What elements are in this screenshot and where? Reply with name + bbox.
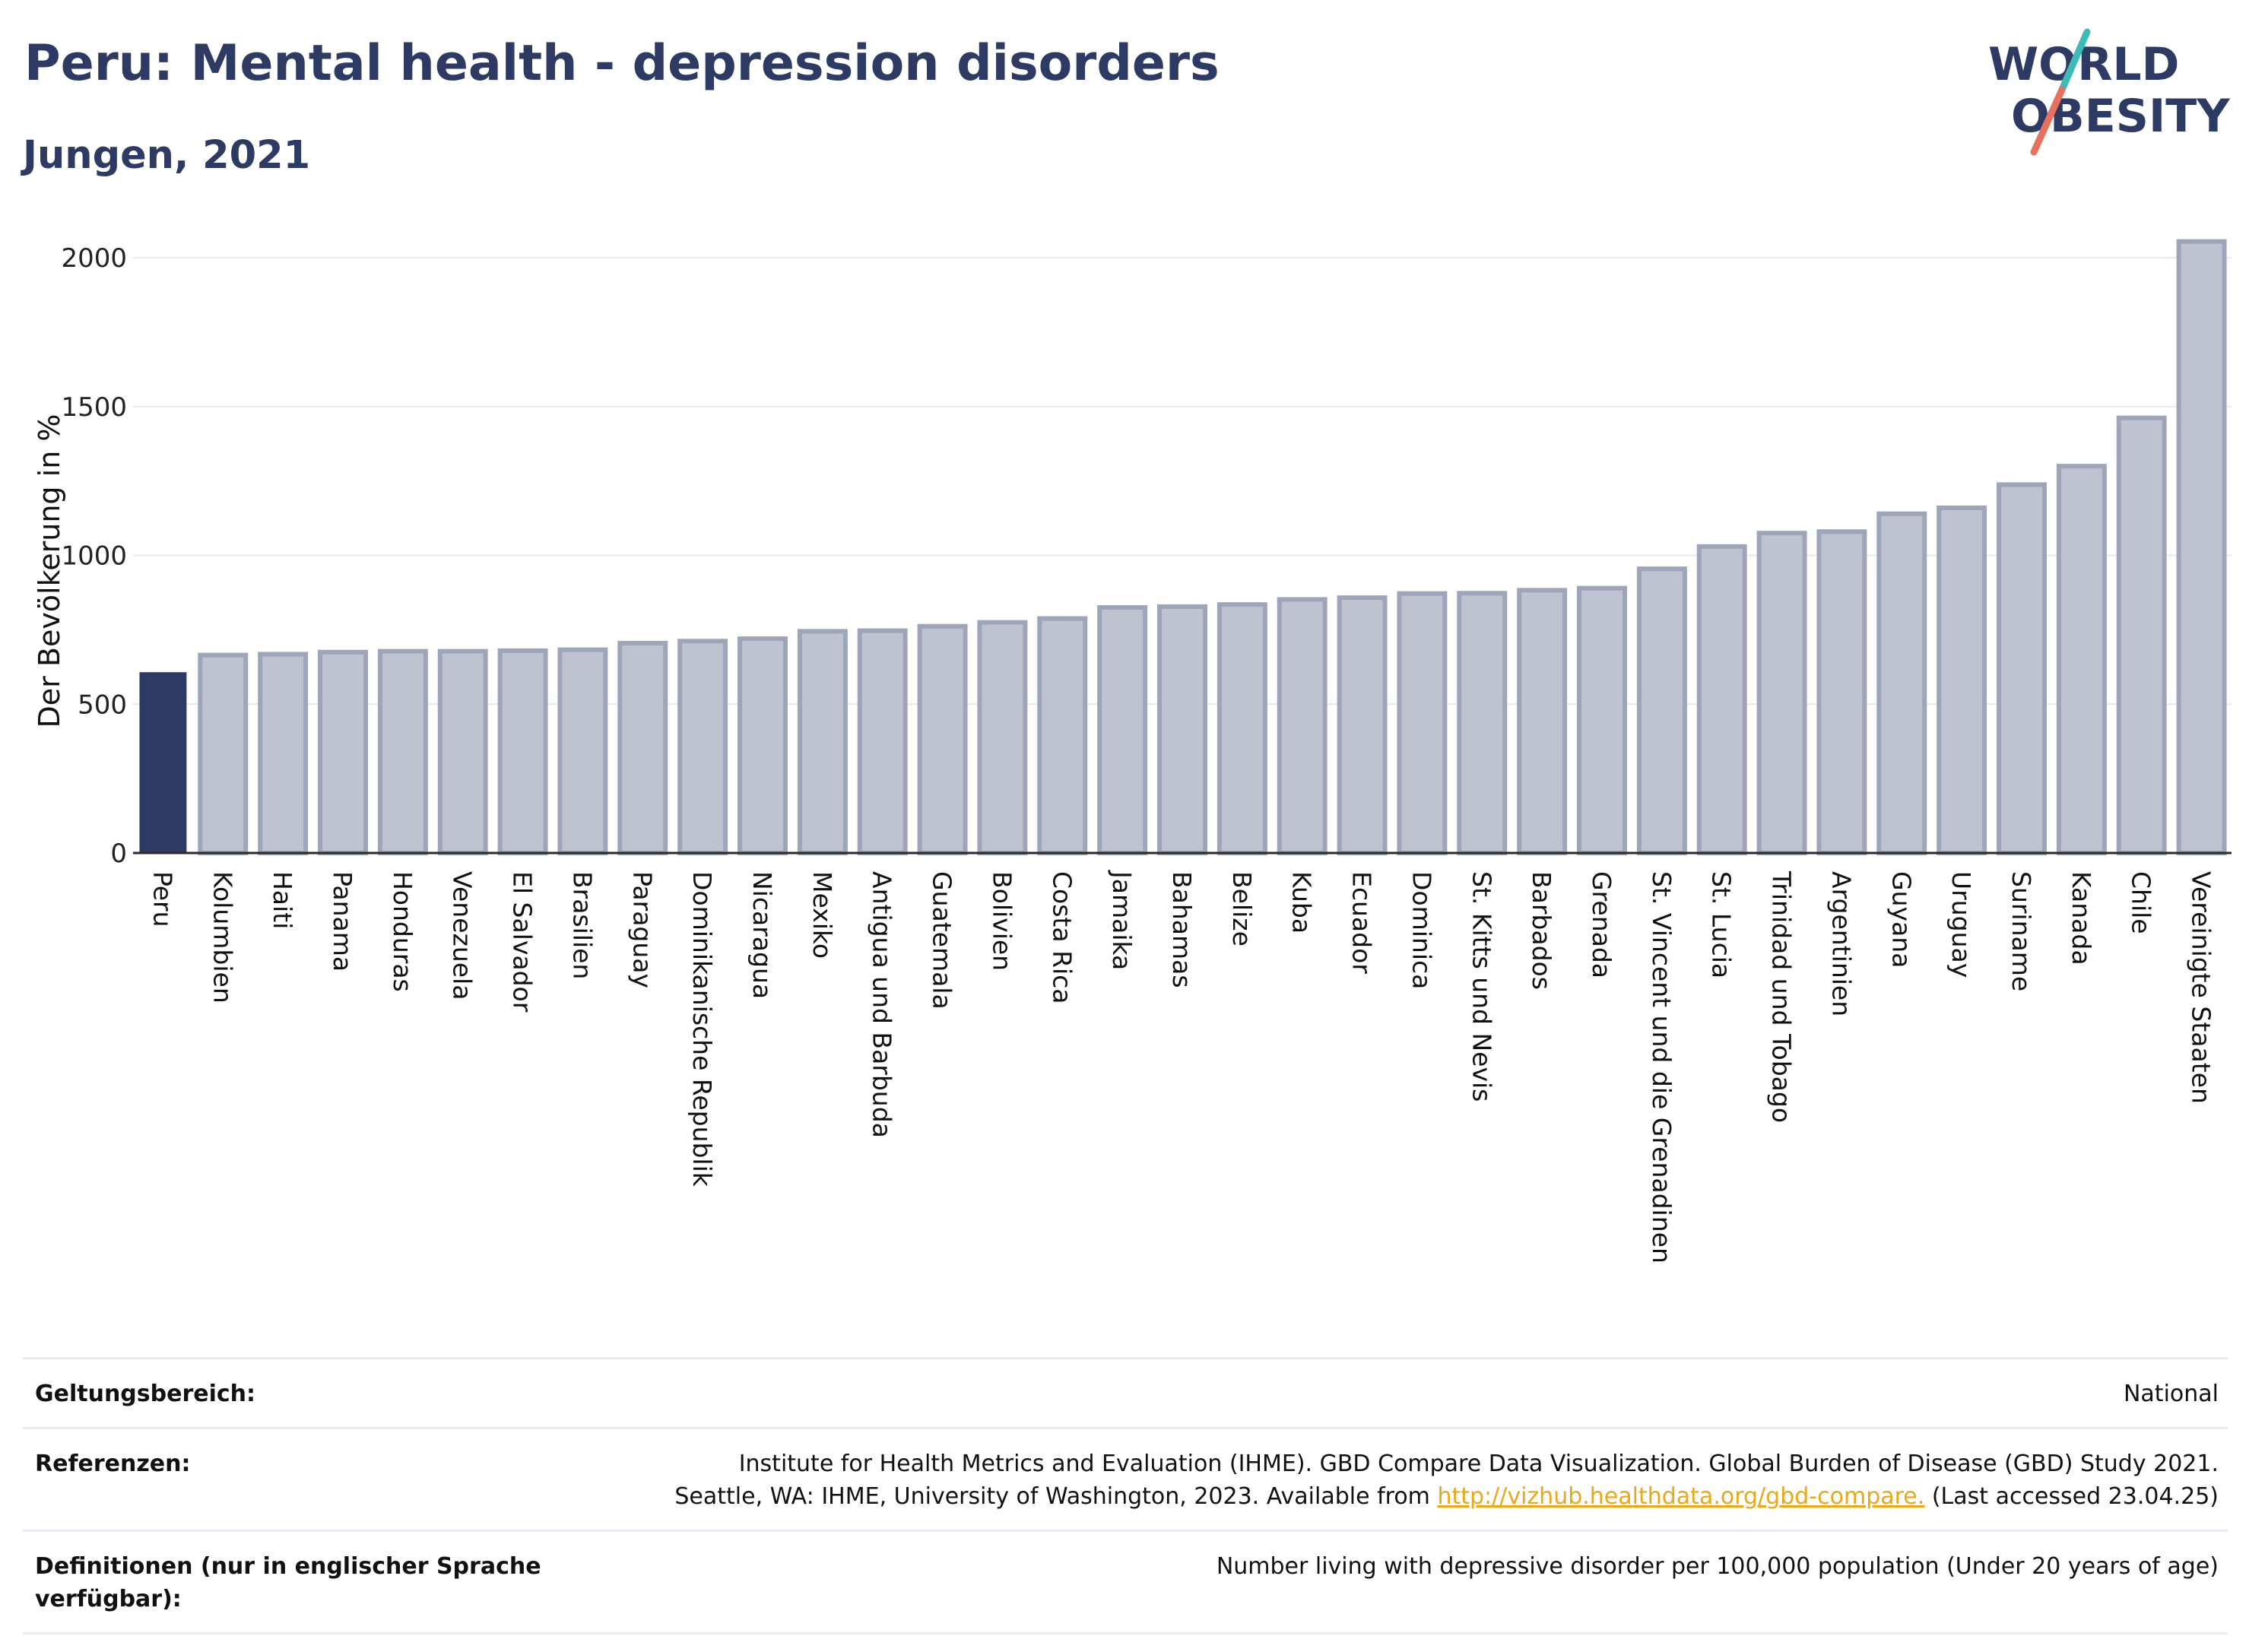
x-tick-label: Peru (148, 871, 177, 927)
bar (2176, 239, 2227, 856)
x-tick-label: Uruguay (1946, 871, 1976, 978)
x-tick-label: Belize (1227, 871, 1257, 946)
bar (1696, 544, 1747, 855)
info-row-definitions: Definitionen (nur in englischer Sprache … (23, 1530, 2228, 1635)
bar (797, 629, 848, 856)
bar (497, 648, 548, 855)
references-link[interactable]: http://vizhub.healthdata.org/gbd-compare… (1437, 1483, 1925, 1510)
logo-slash-teal (2058, 28, 2091, 94)
x-tick-label: El Salvador (508, 871, 538, 1013)
bar (1997, 482, 2047, 855)
logo-slash-coral (2030, 86, 2066, 156)
x-tick-label: Guatemala (928, 871, 957, 1010)
bar (1756, 531, 1807, 855)
references-label: Referenzen: (23, 1427, 576, 1531)
bar (258, 652, 309, 855)
references-line-2-prefix: Seattle, WA: IHME, University of Washing… (674, 1483, 1438, 1510)
references-line-1: Institute for Health Metrics and Evaluat… (738, 1451, 2219, 1477)
x-tick-label: Dominikanische Republik (687, 871, 717, 1187)
x-tick-label: Argentinien (1826, 871, 1856, 1016)
bar (1397, 591, 1448, 855)
x-tick-label: St. Kitts und Nevis (1467, 871, 1496, 1102)
x-tick-label: Haiti (268, 871, 297, 929)
x-tick-label: Costa Rica (1047, 871, 1077, 1004)
y-tick-label: 0 (110, 839, 127, 869)
x-tick-label: Bolivien (987, 871, 1017, 971)
bar (1337, 595, 1388, 855)
bar (557, 647, 608, 855)
x-tick-label: Kuba (1287, 871, 1317, 934)
scope-label: Geltungsbereich: (23, 1357, 576, 1428)
bar (1037, 616, 1088, 855)
x-tick-label: Ecuador (1347, 871, 1377, 974)
bar (1816, 529, 1867, 855)
definitions-label: Definitionen (nur in englischer Sprache … (23, 1530, 576, 1635)
y-axis-label: Der Bevölkerung in % (33, 414, 66, 728)
bar (198, 652, 249, 855)
page-subtitle: Jungen, 2021 (23, 133, 311, 178)
bar (437, 648, 488, 856)
bar (1097, 605, 1148, 855)
bar (2116, 415, 2167, 855)
x-tick-label: Panama (328, 871, 357, 972)
info-row-references: Referenzen: Institute for Health Metrics… (23, 1427, 2228, 1531)
x-tick-label: Bahamas (1167, 871, 1197, 988)
x-tick-label: Nicaragua (747, 871, 777, 999)
info-row-scope: Geltungsbereich: National (23, 1357, 2228, 1428)
bar (677, 639, 728, 855)
bar (857, 628, 908, 855)
x-tick-label: Chile (2127, 871, 2156, 934)
bar (977, 620, 1028, 856)
x-tick-label: Guyana (1886, 871, 1916, 968)
x-tick-label: St. Vincent und die Grenadinen (1647, 871, 1676, 1264)
x-tick-label: Paraguay (627, 871, 657, 988)
bar (1577, 585, 1627, 856)
x-tick-label: Antigua und Barbuda (868, 871, 897, 1138)
bar (1457, 591, 1508, 855)
bar (1636, 566, 1687, 856)
bar (1937, 505, 1987, 855)
y-tick-label: 500 (78, 690, 127, 720)
x-tick-label: Grenada (1587, 871, 1616, 978)
bar (617, 641, 668, 855)
x-tick-label: St. Lucia (1707, 871, 1737, 978)
x-tick-label: Mexiko (807, 871, 837, 959)
bar-chart: 0 500 1000 1500 2000 Peru Kolumbien Haiti Panama… (33, 239, 2232, 1264)
x-tick-label: Kanada (2067, 871, 2096, 966)
references-line-2-suffix: (Last accessed 23.04.25) (1924, 1483, 2219, 1510)
scope-value: National (576, 1357, 2228, 1428)
x-tick-label: Vereinigte Staaten (2187, 871, 2216, 1104)
y-tick-label: 2000 (61, 243, 127, 274)
bar (1876, 511, 1927, 855)
x-tick-label: Jamaika (1107, 870, 1137, 970)
references-value: Institute for Health Metrics and Evaluat… (576, 1427, 2228, 1531)
y-tick-label: 1000 (61, 541, 127, 572)
x-tick-label: Honduras (388, 871, 417, 992)
x-tick-label: Dominica (1407, 871, 1436, 989)
bar (377, 648, 428, 856)
x-tick-label: Trinidad und Tobago (1767, 870, 1797, 1123)
definitions-value: Number living with depressive disorder p… (576, 1530, 2228, 1635)
bar (2056, 464, 2107, 856)
x-tick-label: Barbados (1527, 871, 1556, 990)
x-tick-label: Brasilien (567, 871, 597, 979)
x-tick-label: Suriname (2006, 871, 2036, 991)
bar (1277, 597, 1328, 855)
info-table: Geltungsbereich: National Referenzen: In… (23, 1357, 2228, 1635)
bar (917, 623, 968, 856)
bar (1517, 588, 1568, 856)
bar-highlight (139, 672, 187, 855)
x-tick-label: Kolumbien (208, 871, 237, 1004)
bar (738, 636, 788, 856)
world-obesity-logo: WORLD OBESITY (1988, 28, 2231, 156)
bar (1157, 604, 1207, 855)
y-tick-label: 1500 (61, 392, 127, 423)
x-tick-label: Venezuela (448, 871, 477, 1000)
page-title: Peru: Mental health - depression disorde… (24, 35, 1220, 92)
bar (318, 649, 368, 855)
bar (1216, 602, 1267, 856)
